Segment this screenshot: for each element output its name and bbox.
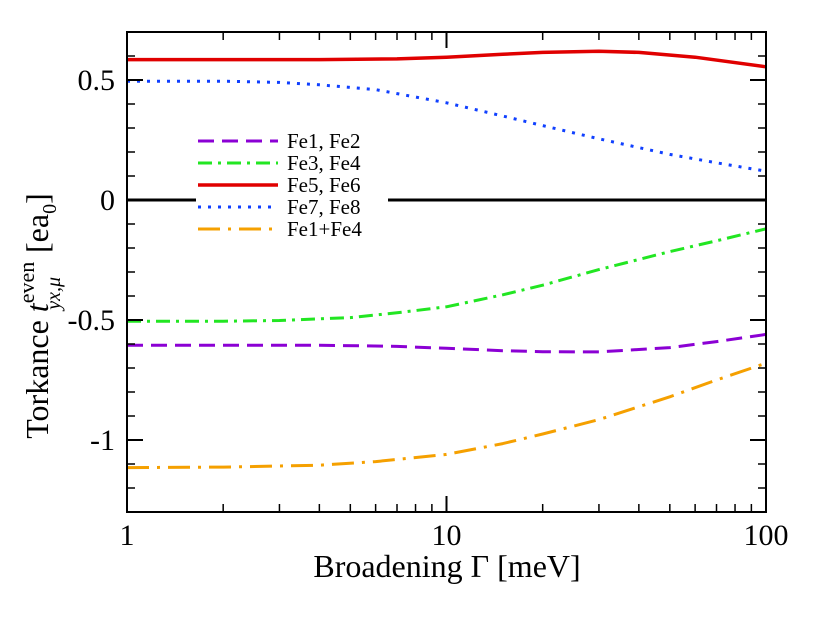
y-tick-label: 0 [100,184,115,217]
y-axis-label: Torkance teven yx,μ [ea0] [14,193,65,439]
x-tick-label: 1 [120,519,135,552]
legend-label-2: Fe3, Fe4 [287,151,361,175]
series-line-1 [127,332,767,354]
y-axis-label-symbol: t [19,302,55,312]
data-curves [126,49,767,470]
y-axis-label-unit-subscript: 0 [39,204,61,214]
y-axis-label-unit-close: ] [19,193,55,204]
legend-background [196,218,388,240]
legend-label-3: Fe5, Fe6 [287,173,361,197]
x-tick-label: 100 [744,519,789,552]
legend-label-1: Fe1, Fe2 [287,129,361,153]
legend-background [196,152,388,174]
plot-frame [126,31,767,513]
legend-label-5: Fe1+Fe4 [287,217,362,241]
y-tick-label: 0.5 [78,64,116,97]
series-line-5 [126,361,767,470]
series-line-3 [127,49,767,69]
legend-background [196,174,388,196]
legend-background [196,196,388,218]
series-line-2 [127,227,767,323]
x-tick-label: 10 [432,519,462,552]
legend-background [196,130,388,152]
x-axis-label: Broadening Γ [meV] [313,548,580,584]
y-axis-label-superscript: even [14,262,39,304]
y-tick-label: -0.5 [68,304,116,337]
y-axis-label-unit: [ea [19,214,55,261]
y-axis-label-prefix: Torkance [19,312,55,439]
legend-label-4: Fe7, Fe8 [287,195,361,219]
y-axis-label-subscript: yx,μ [43,277,65,312]
tick-labels: 1 10 100 0.5 0 -0.5 -1 [68,64,789,552]
y-tick-label: -1 [90,424,115,457]
